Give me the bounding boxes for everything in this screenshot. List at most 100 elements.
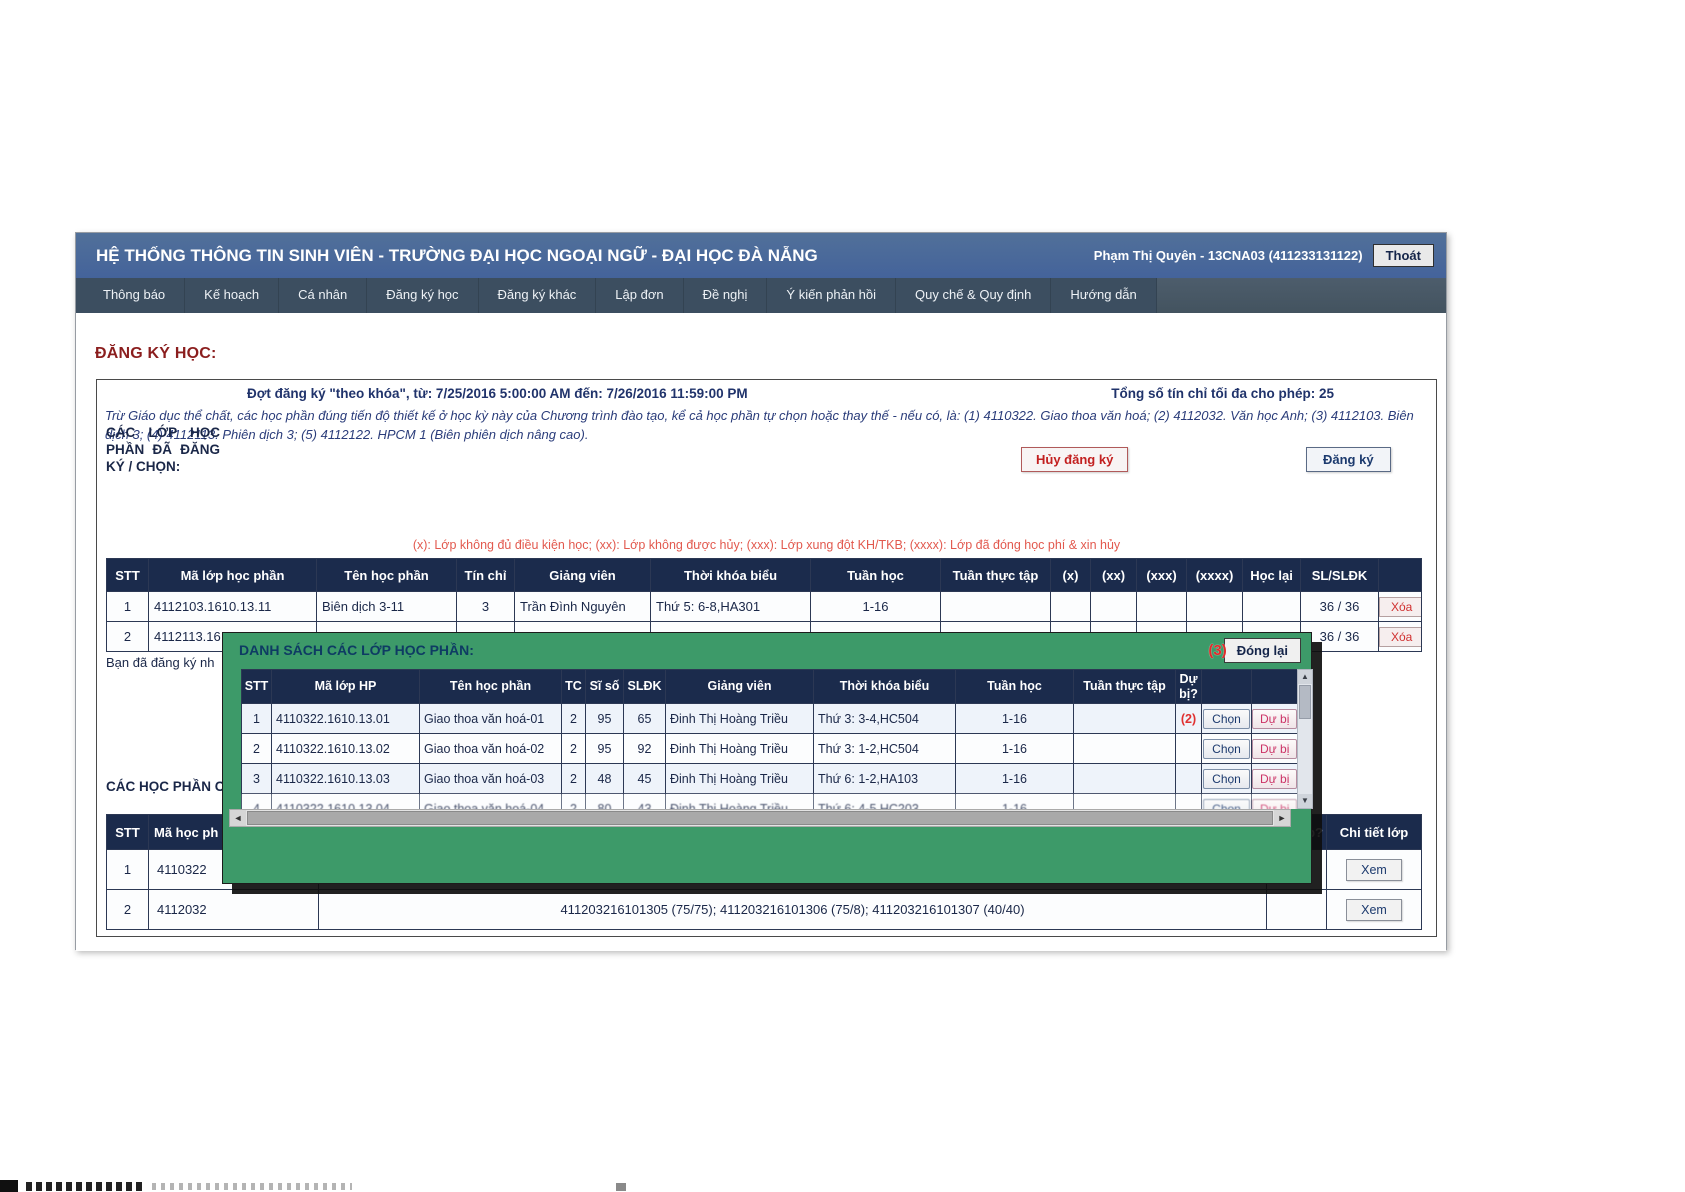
select-class-button[interactable]: Chọn [1203,738,1250,759]
col-xx: (xx) [1090,558,1137,592]
cell-waitlist: Dự bị [1251,733,1297,764]
logout-button[interactable]: Thoát [1372,244,1434,267]
cell-schedule: Thứ 6: 1-2,HA103 [813,763,956,794]
cell-size: 80 [585,793,624,809]
col-du-bi-btn [1251,669,1297,704]
waitlist-button[interactable]: Dự bị [1252,708,1297,729]
annotation-3: (3) [1208,642,1227,659]
cell-sldk: 45 [623,763,666,794]
cell-stt: 1 [106,849,149,890]
delete-class-button[interactable]: Xóa [1379,596,1421,617]
status-legend: (x): Lớp không đủ điều kiện học; (xx): L… [412,538,1121,552]
table-row-clipped: 4 4110322.1610.13.04 Giao thoa văn hoá-0… [241,793,1297,809]
cell-detail: Xem [1326,889,1422,930]
view-detail-button[interactable]: Xem [1346,858,1402,881]
cell-teacher: Đinh Thị Hoàng Triều [665,703,814,734]
cell-name: Giao thoa văn hoá-04 [419,793,562,809]
cell-weeks: 1-16 [955,703,1074,734]
cell-xxxx [1186,591,1243,622]
screen-artifact-block [0,1180,18,1192]
nav-item-de-nghi[interactable]: Đề nghị [684,278,768,313]
nav-item-huong-dan[interactable]: Hướng dẫn [1051,278,1157,313]
nav-item-dang-ky-khac[interactable]: Đăng ký khác [479,278,597,313]
available-courses-label: CÁC HỌC PHẦN C [106,779,225,794]
nav-item-ke-hoach[interactable]: Kế hoạch [185,278,280,313]
cell-standby [1175,793,1202,809]
user-info: Phạm Thị Quyên - 13CNA03 (411233131122) [1093,248,1363,263]
cell-stt: 2 [241,733,272,764]
cell-select: Chọn [1201,703,1252,734]
class-list-table: STT Mã lớp HP Tên học phần TC Sĩ số SLĐK… [241,669,1297,809]
horizontal-scrollbar[interactable]: ◄ ► [229,809,1291,827]
cell-stt: 4 [241,793,272,809]
screen-artifact [0,1180,660,1192]
select-class-button[interactable]: Chọn [1203,798,1250,809]
nav-item-quy-che[interactable]: Quy chế & Quy định [896,278,1052,313]
cell-weeks: 1-16 [810,591,941,622]
table-row: 1 4110322.1610.13.01 Giao thoa văn hoá-0… [241,703,1297,734]
screen-artifact-marks [152,1183,352,1190]
close-modal-button[interactable]: Đóng lại [1223,638,1301,663]
cell-stt: 1 [241,703,272,734]
cell-name: Biên dịch 3-11 [316,591,457,622]
registration-note: Trừ Giáo dục thể chất, các học phần đúng… [105,408,1414,442]
cell-teacher: Đinh Thị Hoàng Triều [665,763,814,794]
col-sl-sldk: SL/SLĐK [1300,558,1379,592]
cell-practice [940,591,1051,622]
horizontal-scroll-thumb[interactable] [247,811,1273,825]
cell-stt: 3 [241,763,272,794]
nav-item-y-kien-phan-hoi[interactable]: Ý kiến phản hồi [767,278,897,313]
modal-table-viewport: STT Mã lớp HP Tên học phần TC Sĩ số SLĐK… [241,669,1297,809]
cell-practice [1073,763,1176,794]
cell-schedule: Thứ 3: 1-2,HC504 [813,733,956,764]
col-xxxx: (xxxx) [1186,558,1243,592]
modal-header: DANH SÁCH CÁC LỚP HỌC PHẦN: (3) Đóng lại [223,633,1311,669]
scroll-right-icon[interactable]: ► [1274,810,1290,826]
col-ten-hp: Tên học phần [419,669,562,704]
vertical-scrollbar[interactable]: ▲ ▼ [1297,669,1313,809]
scroll-down-icon[interactable]: ▼ [1298,794,1312,808]
cell-size: 95 [585,733,624,764]
cell-teacher: Trần Đình Nguyên [514,591,651,622]
scroll-left-icon[interactable]: ◄ [230,810,246,826]
view-detail-button[interactable]: Xem [1346,898,1402,921]
cell-slots: 36 / 36 [1300,591,1379,622]
select-class-button[interactable]: Chọn [1203,768,1250,789]
cell-retake [1242,591,1301,622]
cell-waitlist: Dự bị [1251,793,1297,809]
cell-code: 4112103.1610.13.11 [148,591,317,622]
cell-waitlist: Dự bị [1251,763,1297,794]
period-row: Đợt đăng ký "theo khóa", từ: 7/25/2016 5… [97,386,1436,401]
cell-waitlist: Dự bị [1251,703,1297,734]
table-row: 2 4112032 411203216101305 (75/75); 41120… [106,889,1422,930]
cell-action: Xóa [1378,591,1422,622]
nav-item-thong-bao[interactable]: Thông báo [84,278,186,313]
cell-flag [1266,889,1327,930]
col-giang-vien: Giảng viên [665,669,814,704]
cancel-registration-button[interactable]: Hủy đăng ký [1021,447,1129,472]
col-tkb: Thời khóa biểu [650,558,811,592]
cell-size: 95 [585,703,624,734]
app-title: HỆ THỐNG THÔNG TIN SINH VIÊN - TRƯỜNG ĐẠ… [96,245,818,265]
nav-item-lap-don[interactable]: Lập đơn [596,278,684,313]
cell-xx [1090,591,1137,622]
nav-item-ca-nhan[interactable]: Cá nhân [279,278,368,313]
waitlist-button[interactable]: Dự bị [1252,768,1297,789]
waitlist-button[interactable]: Dự bị [1252,738,1297,759]
cell-standby [1175,733,1202,764]
delete-class-button[interactable]: Xóa [1379,626,1421,647]
col-tuan-hoc: Tuần học [810,558,941,592]
register-button[interactable]: Đăng ký [1306,447,1391,472]
cell-credits: 3 [456,591,515,622]
col-ma-lop: Mã lớp học phần [148,558,317,592]
select-class-button[interactable]: Chọn [1203,708,1250,729]
cell-code: 4110322.1610.13.02 [271,733,420,764]
vertical-scroll-thumb[interactable] [1299,685,1311,719]
col-tuan-thuc-tap: Tuần thực tập [940,558,1051,592]
titlebar-right: Phạm Thị Quyên - 13CNA03 (411233131122) … [1094,244,1434,267]
scroll-up-icon[interactable]: ▲ [1298,670,1312,684]
registration-period: Đợt đăng ký "theo khóa", từ: 7/25/2016 5… [247,386,748,401]
waitlist-button[interactable]: Dự bị [1252,798,1297,809]
cell-standby-annotation-2: (2) [1175,703,1202,734]
nav-item-dang-ky-hoc[interactable]: Đăng ký học [367,278,479,313]
